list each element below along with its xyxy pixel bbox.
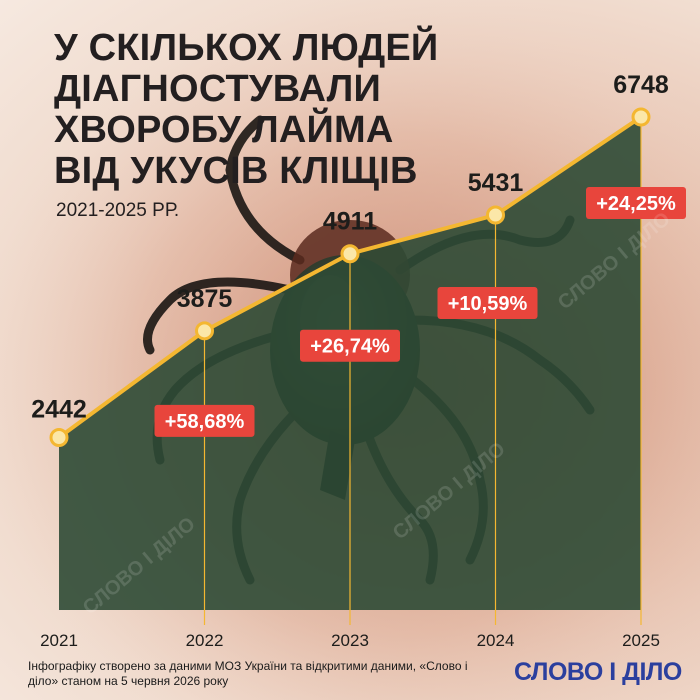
change-badge bbox=[437, 287, 538, 320]
change-badge-label: +10,59% bbox=[448, 293, 528, 315]
x-tick-label: 2022 bbox=[186, 631, 224, 650]
value-label: 2442 bbox=[31, 396, 87, 424]
page-title: У СКІЛЬКОХ ЛЮДЕЙ ДІАГНОСТУВАЛИ ХВОРОБУ Л… bbox=[54, 27, 439, 192]
change-badge bbox=[154, 404, 255, 437]
change-badge bbox=[586, 187, 686, 219]
value-label: 6748 bbox=[613, 71, 669, 99]
data-point bbox=[340, 244, 360, 264]
subtitle: 2021-2025 РР. bbox=[56, 200, 180, 221]
data-point bbox=[49, 428, 69, 447]
brand-logo-text: СЛОВО І ДІЛО bbox=[514, 657, 682, 686]
change-badge bbox=[300, 329, 400, 362]
x-tick-label: 2025 bbox=[622, 631, 660, 650]
value-label: 3875 bbox=[177, 285, 233, 313]
data-point bbox=[486, 205, 505, 225]
change-badge-label: +26,74% bbox=[310, 336, 390, 358]
change-badge-label: +58,68% bbox=[165, 411, 245, 433]
x-tick-label: 2023 bbox=[331, 631, 369, 650]
data-point bbox=[195, 321, 214, 341]
data-point bbox=[631, 107, 651, 127]
value-label: 5431 bbox=[468, 169, 524, 197]
x-tick-label: 2024 bbox=[477, 631, 515, 650]
brand-logo[interactable]: СЛОВО І ДІЛО bbox=[514, 652, 682, 692]
source-footnote: Інфографіку створено за даними МОЗ Украї… bbox=[28, 659, 468, 688]
change-badge-label: +24,25% bbox=[596, 193, 676, 215]
x-tick-label: 2021 bbox=[40, 631, 78, 650]
value-label: 4911 bbox=[323, 208, 377, 236]
